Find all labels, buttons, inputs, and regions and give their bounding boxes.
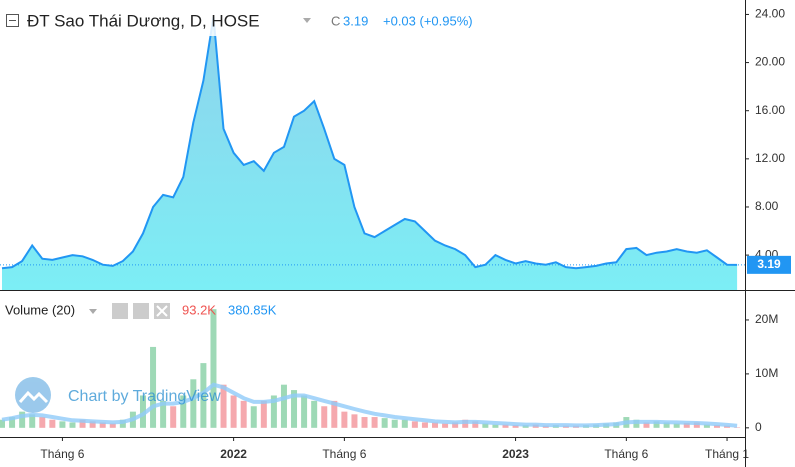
- volume-bar: [401, 419, 408, 428]
- close-label: C: [331, 13, 340, 28]
- volume-bar: [321, 406, 328, 428]
- volume-title: Volume (20): [5, 302, 75, 317]
- volume-bar: [180, 395, 187, 428]
- volume-bar: [502, 424, 509, 428]
- x-tick-label: Tháng 6: [604, 447, 648, 461]
- volume-bar: [351, 414, 358, 428]
- volume-bar: [49, 419, 56, 428]
- volume-bar: [693, 422, 700, 428]
- price-area: [2, 16, 738, 291]
- volume-bar: [250, 406, 257, 428]
- x-tick-label: Tháng 6: [322, 447, 366, 461]
- volume-bar: [663, 422, 670, 428]
- dropdown[interactable]: [303, 18, 311, 23]
- volume-bar: [472, 421, 479, 428]
- volume-bar: [19, 411, 26, 428]
- volume-bar: [79, 419, 86, 428]
- y-tick-label: 8.00: [755, 199, 779, 213]
- x-tick-label: Tháng 6: [40, 447, 84, 461]
- y-tick-label: 24.00: [755, 7, 785, 21]
- volume-bar: [0, 419, 5, 428]
- x-tick-label: 2022: [220, 447, 247, 461]
- volume-bar: [341, 411, 348, 428]
- legend-value: 93.2K: [182, 302, 216, 317]
- volume-bar: [301, 395, 308, 428]
- settings-button[interactable]: [133, 303, 149, 319]
- volume-bar: [673, 423, 680, 428]
- volume-bar: [69, 422, 76, 428]
- x-tick-label: Tháng 1: [705, 447, 749, 461]
- volume-bar: [492, 424, 499, 428]
- volume-bar: [280, 384, 287, 428]
- volume-bar: [291, 390, 298, 428]
- y-tick-label: 20M: [755, 312, 778, 326]
- volume-bar: [734, 427, 741, 428]
- y-tick-label: 20.00: [755, 55, 785, 69]
- close-value: 3.19: [343, 13, 368, 28]
- volume-bar: [39, 417, 46, 428]
- volume-bar: [713, 425, 720, 428]
- x-tick-label: 2023: [502, 447, 529, 461]
- y-tick-label: 16.00: [755, 103, 785, 117]
- volume-bar: [381, 418, 388, 428]
- volume-bar: [150, 346, 157, 428]
- change: +0.03 (+0.95%): [383, 13, 473, 28]
- volume-bar: [653, 421, 660, 428]
- volume-bar: [452, 422, 459, 428]
- volume-bar: [210, 309, 217, 428]
- volume-bar: [9, 417, 16, 428]
- price-line: [1, 16, 738, 270]
- watermark: Chart by TradingView: [15, 377, 221, 413]
- watermark-text: Chart by TradingView: [68, 388, 221, 405]
- volume-bar: [270, 395, 277, 428]
- volume-bar: [170, 406, 177, 428]
- volume-ma-line: [1, 382, 738, 428]
- volume-bar: [512, 425, 519, 428]
- volume-bar: [190, 379, 197, 428]
- volume-bar: [371, 417, 378, 428]
- volume-bar: [200, 363, 207, 428]
- volume-dropdown[interactable]: [89, 309, 97, 314]
- volume-bar: [89, 421, 96, 428]
- symbol-title: ĐT Sao Thái Dương, D, HOSE: [27, 11, 260, 30]
- last-price-badge: [747, 255, 791, 274]
- hide-button[interactable]: [112, 303, 128, 319]
- volume-bar: [391, 419, 398, 428]
- volume-bar: [59, 421, 66, 428]
- volume-bar: [432, 422, 439, 428]
- volume-bar: [703, 424, 710, 428]
- volume-bar: [311, 400, 318, 428]
- volume-bar: [220, 384, 227, 428]
- y-tick-label: 12.00: [755, 151, 785, 165]
- legend-value: 380.85K: [228, 302, 277, 317]
- volume-bar: [160, 400, 167, 428]
- volume-bar: [482, 423, 489, 428]
- watermark-logo: [15, 377, 51, 413]
- y-tick-label: 0: [755, 420, 762, 434]
- volume-bar: [361, 417, 368, 428]
- volume-bar: [99, 422, 106, 428]
- volume-bar: [109, 423, 116, 428]
- volume-bar: [442, 423, 449, 428]
- volume-bar: [421, 422, 428, 428]
- close-icon: [156, 305, 168, 317]
- volume-bar: [230, 395, 237, 428]
- volume-bar: [331, 400, 338, 428]
- header-bg: [0, 0, 500, 36]
- volume-bar: [139, 395, 146, 428]
- watermark-logo-mark: [18, 390, 49, 404]
- y-tick-label: 10M: [755, 366, 778, 380]
- volume-bar: [683, 422, 690, 428]
- plots: 4.008.0012.0016.0020.0024.003.19010M20M9…: [0, 7, 791, 461]
- volume-bar: [29, 414, 36, 428]
- volume-bar: [411, 421, 418, 428]
- collapse-icon[interactable]: [6, 14, 19, 27]
- volume-bar: [240, 400, 247, 428]
- volume-bar: [260, 400, 267, 428]
- volume-bar: [643, 422, 650, 428]
- last-price-label: 3.19: [757, 257, 781, 271]
